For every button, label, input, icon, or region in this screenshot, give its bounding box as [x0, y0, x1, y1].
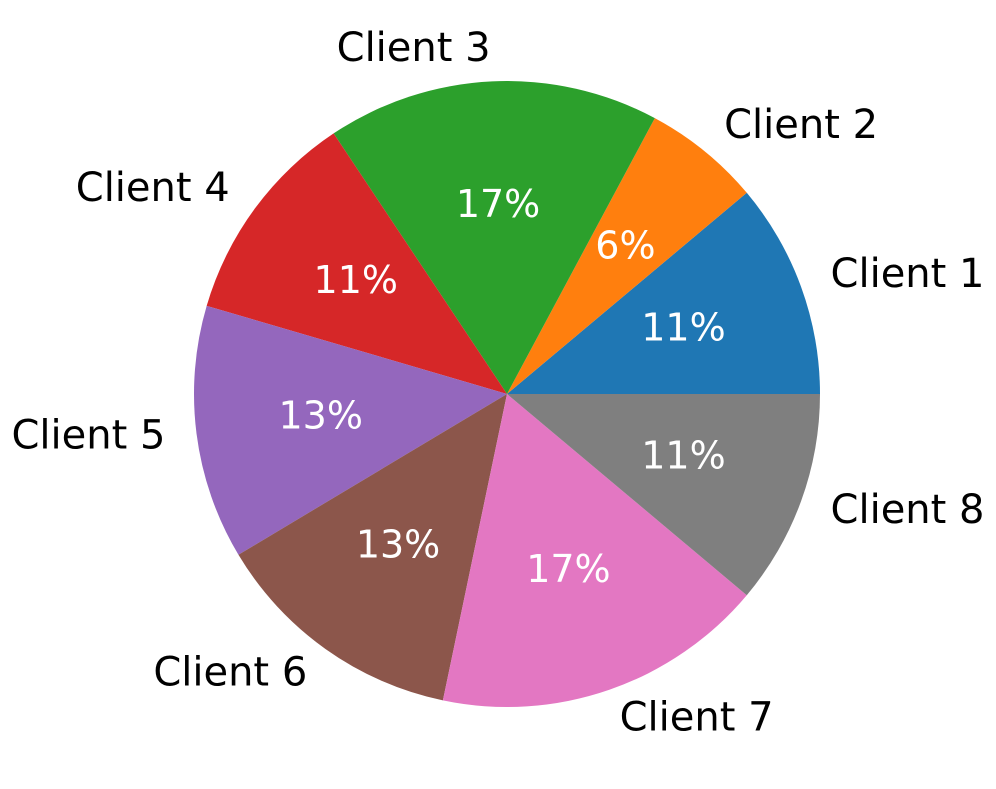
slice-percent: 11%	[641, 434, 725, 478]
slice-label: Client 5	[12, 413, 166, 459]
pie-slice	[333, 81, 655, 394]
pie-slice	[507, 192, 820, 394]
slice-percent: 13%	[356, 522, 440, 566]
slice-percent: 17%	[456, 182, 540, 226]
slice-label: Client 1	[831, 251, 985, 297]
slice-percent: 11%	[314, 258, 398, 302]
slice-label: Client 2	[724, 102, 878, 148]
pie-slice	[238, 394, 508, 701]
slice-percent: 13%	[278, 393, 362, 437]
slice-label: Client 7	[620, 694, 774, 740]
slice-label: Client 6	[153, 649, 307, 695]
slice-percent: 17%	[526, 547, 610, 591]
slice-percent: 6%	[595, 224, 655, 268]
pie-slice	[194, 305, 507, 555]
slice-label: Client 4	[76, 165, 230, 211]
slice-label: Client 8	[831, 487, 985, 533]
pie-slice	[507, 394, 820, 596]
pie-slice	[507, 118, 747, 394]
pie-slice	[442, 394, 747, 707]
slice-label: Client 3	[337, 25, 491, 71]
pie-slice	[206, 133, 507, 394]
slice-percent: 11%	[641, 305, 725, 349]
